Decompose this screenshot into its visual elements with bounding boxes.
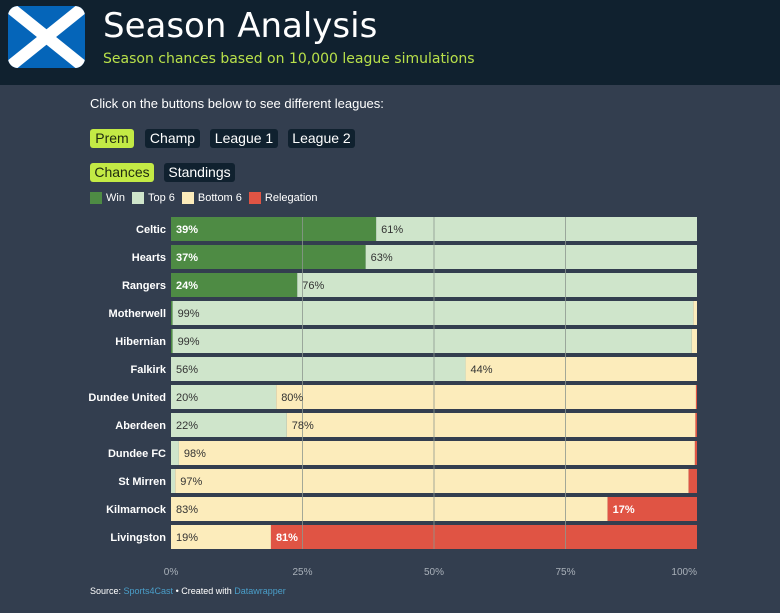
data-label: 39% [176, 224, 198, 236]
bar-segment-win [171, 245, 366, 269]
data-label: 99% [178, 308, 200, 320]
bar-segment-bottom-6 [276, 385, 696, 409]
data-label: 20% [176, 392, 198, 404]
category-label: Celtic [136, 224, 166, 236]
league-button-prem[interactable]: Prem [90, 129, 134, 148]
datawrapper-link[interactable]: Datawrapper [234, 586, 286, 596]
x-tick-label: 0% [164, 567, 179, 575]
bar-segment-bottom-6 [171, 525, 271, 549]
data-label: 98% [184, 448, 206, 460]
page-subtitle: Season chances based on 10,000 league si… [103, 51, 475, 67]
legend-label-win: Win [106, 192, 125, 204]
data-label: 97% [180, 476, 202, 488]
category-label: St Mirren [118, 476, 166, 488]
bar-segment-bottom-6 [465, 357, 697, 381]
data-label: 83% [176, 504, 198, 516]
category-label: Dundee FC [108, 448, 166, 460]
bar-segment-relegation [695, 413, 697, 437]
legend-swatch-top-6 [131, 192, 144, 204]
category-label: Motherwell [109, 308, 166, 320]
bar-segment-relegation [694, 441, 697, 465]
category-label: Hearts [132, 252, 166, 264]
legend-item-bottom-6: Bottom 6 [181, 192, 242, 204]
bar-segment-top-6 [171, 469, 176, 493]
page-title: Season Analysis [103, 6, 378, 46]
league-button-league-2[interactable]: League 2 [288, 129, 355, 148]
data-label: 63% [371, 252, 393, 264]
data-label: 80% [281, 392, 303, 404]
legend-item-relegation: Relegation [248, 192, 318, 204]
data-label: 78% [292, 420, 314, 432]
footer: Source: Sports4Cast • Created with Dataw… [90, 586, 286, 596]
intro-text: Click on the buttons below to see differ… [90, 96, 384, 111]
category-label: Kilmarnock [106, 504, 167, 516]
category-label: Hibernian [115, 336, 166, 348]
stacked-bar-chart: Celtic Hearts Rangers Motherwell Hibernian Fa… [88, 217, 697, 575]
bar-segment-relegation [607, 497, 697, 521]
league-button-league-1[interactable]: League 1 [210, 129, 278, 148]
x-tick-label: 100% [671, 567, 697, 575]
bar-segment-win [171, 217, 377, 241]
data-label: 76% [302, 280, 324, 292]
bar-segment-bottom-6 [693, 301, 697, 325]
legend-swatch-win [90, 192, 102, 204]
category-label: Falkirk [131, 364, 167, 376]
source-link[interactable]: Sports4Cast [123, 586, 174, 596]
bar-segment-top-6 [171, 357, 466, 381]
bar-segment-bottom-6 [178, 441, 695, 465]
bar-segment-bottom-6 [175, 469, 689, 493]
legend-swatch-bottom-6 [181, 192, 194, 204]
data-label: 17% [613, 504, 635, 516]
bar-segment-relegation [270, 525, 697, 549]
category-label: Dundee United [88, 392, 166, 404]
bar-segment-relegation [695, 385, 697, 409]
header: Season Analysis Season chances based on … [0, 0, 780, 85]
bar-segment-win [171, 301, 173, 325]
bar-segment-top-6 [171, 413, 287, 437]
bar-segment-top-6 [376, 217, 697, 241]
legend-item-top-6: Top 6 [131, 192, 175, 204]
category-label: Livingston [110, 532, 166, 544]
category-label: Rangers [122, 280, 166, 292]
legend-item-win: Win [90, 192, 125, 204]
bar-segment-win [171, 329, 173, 353]
data-label: 19% [176, 532, 198, 544]
bar-segment-top-6 [297, 273, 697, 297]
legend-swatch-relegation [248, 192, 261, 204]
bar-segment-top-6 [172, 301, 694, 325]
bar-segment-win [171, 273, 298, 297]
data-label: 24% [176, 280, 198, 292]
bar-segment-top-6 [172, 329, 692, 353]
legend-label-relegation: Relegation [264, 192, 318, 204]
x-tick-label: 50% [424, 567, 444, 575]
data-label: 81% [276, 532, 298, 544]
bar-segment-top-6 [171, 385, 277, 409]
legend-label-bottom-6: Bottom 6 [197, 192, 242, 204]
view-button-chances[interactable]: Chances [90, 163, 154, 182]
league-button-champ[interactable]: Champ [145, 129, 200, 148]
data-label: 44% [471, 364, 493, 376]
data-label: 22% [176, 420, 198, 432]
bar-segment-bottom-6 [286, 413, 696, 437]
bar-segment-top-6 [365, 245, 697, 269]
view-button-standings[interactable]: Standings [164, 163, 235, 182]
scotland-flag-icon [8, 6, 85, 68]
chart-legend: Win Top 6 Bottom 6 Relegation [90, 192, 325, 204]
data-label: 56% [176, 364, 198, 376]
data-label: 99% [178, 336, 200, 348]
legend-label-top-6: Top 6 [147, 192, 175, 204]
source-prefix: Source: [90, 586, 124, 596]
bar-segment-bottom-6 [171, 497, 608, 521]
data-label: 61% [381, 224, 403, 236]
x-tick-label: 75% [555, 567, 575, 575]
category-label: Aberdeen [115, 420, 166, 432]
footer-separator: • Created with [173, 586, 235, 596]
data-label: 37% [176, 252, 198, 264]
x-tick-label: 25% [292, 567, 312, 575]
bar-segment-top-6 [171, 441, 179, 465]
bar-segment-bottom-6 [691, 329, 697, 353]
bar-segment-relegation [688, 469, 697, 493]
